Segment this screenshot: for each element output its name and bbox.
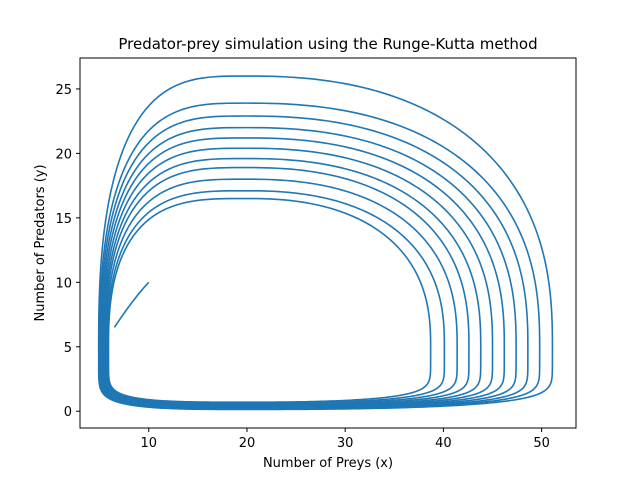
x-tick-label: 40 <box>435 436 452 451</box>
y-axis-ticks: 0 5 10 15 20 25 <box>55 83 80 420</box>
y-tick-label: 20 <box>55 147 72 162</box>
x-tick-label: 20 <box>239 436 256 451</box>
start-segment <box>113 281 150 328</box>
y-tick-label: 0 <box>64 405 72 420</box>
orbit-line <box>107 197 432 404</box>
x-tick-label: 10 <box>140 436 157 451</box>
y-tick-label: 15 <box>55 212 72 227</box>
series-layer <box>97 75 554 411</box>
orbit-line <box>97 75 554 411</box>
x-tick-label: 30 <box>337 436 354 451</box>
orbit-line <box>100 126 517 409</box>
orbit-line <box>105 178 458 405</box>
x-tick-label: 50 <box>533 436 550 451</box>
orbit-line <box>104 166 470 406</box>
y-tick-label: 25 <box>55 83 72 98</box>
orbit-line <box>101 137 506 408</box>
orbit-line <box>106 189 446 405</box>
y-tick-label: 5 <box>64 341 72 356</box>
orbit-line <box>102 147 494 408</box>
chart-title: Predator-prey simulation using the Runge… <box>118 35 537 53</box>
y-axis-label: Number of Predators (y) <box>33 164 48 321</box>
x-axis-label: Number of Preys (x) <box>263 456 393 471</box>
orbit-line <box>103 157 482 407</box>
plot-frame <box>79 57 577 429</box>
y-tick-label: 10 <box>55 276 72 291</box>
x-axis-ticks: 10 20 30 40 50 <box>140 428 550 451</box>
